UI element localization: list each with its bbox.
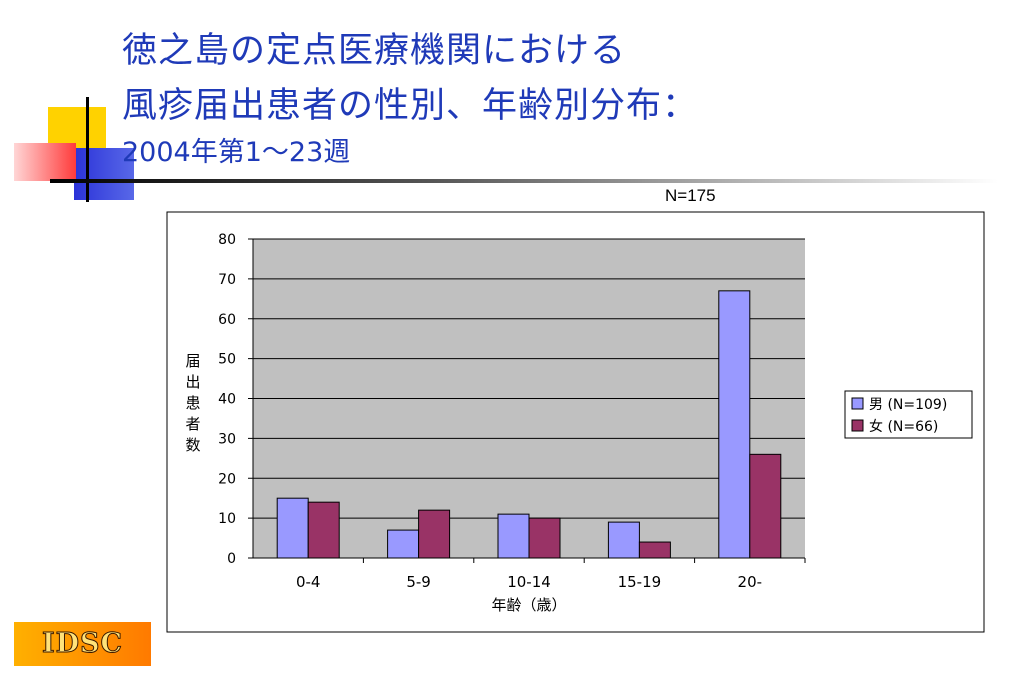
y-axis-label-char: 者: [185, 415, 200, 433]
y-axis-label-char: 出: [185, 373, 200, 391]
legend-swatch-female: [851, 419, 864, 432]
idsc-logo-text: IDSC: [41, 628, 124, 660]
slide-subtitle-period: 2004年第1～23週: [122, 137, 351, 168]
bar-female: [638, 541, 671, 559]
x-tick-label: 10-14: [507, 573, 551, 591]
y-tick-label: 60: [218, 312, 236, 328]
y-tick-label: 40: [218, 392, 236, 408]
y-axis-label-char: 届: [185, 352, 200, 370]
x-axis-label: 年齢（歳）: [491, 596, 566, 614]
x-tick-label: 20-: [738, 573, 763, 591]
deco-red-square: [14, 143, 76, 181]
bar-male: [718, 290, 751, 559]
legend: 男 (N=109) 女 (N=66): [844, 390, 973, 439]
y-axis-label-char: 数: [185, 436, 200, 454]
deco-blue-square: [74, 148, 134, 200]
y-tick-label: 80: [218, 232, 236, 248]
bar-male: [276, 497, 309, 559]
deco-horizontal-line: [50, 179, 998, 183]
legend-frame: [844, 390, 973, 439]
idsc-logo: IDSC: [14, 622, 151, 666]
legend-label-male: 男 (N=109): [869, 397, 947, 413]
y-tick-label: 20: [218, 471, 236, 487]
x-tick-label: 15-19: [618, 573, 662, 591]
bar-male: [607, 521, 640, 559]
bar-male: [387, 529, 420, 559]
x-tick-label: 0-4: [296, 573, 321, 591]
legend-label-female: 女 (N=66): [869, 418, 938, 435]
y-tick-label: 70: [218, 272, 236, 288]
y-tick-label: 50: [218, 352, 236, 368]
legend-swatch-male: [851, 397, 864, 410]
bar-female: [418, 509, 451, 559]
total-n-label: N=175: [665, 186, 716, 205]
deco-vertical-line: [86, 97, 89, 202]
slide-title-line2: 風疹届出患者の性別、年齢別分布：: [122, 86, 699, 126]
bar-female: [749, 453, 782, 559]
bar-female: [307, 501, 340, 559]
bar-female: [528, 517, 561, 559]
slide-title-line1: 徳之島の定点医療機関における: [122, 31, 627, 71]
bar-male: [497, 513, 530, 559]
y-tick-label: 0: [227, 551, 236, 567]
x-tick-label: 5-9: [406, 573, 431, 591]
y-tick-label: 10: [218, 511, 236, 527]
y-tick-label: 30: [218, 431, 236, 447]
y-axis-label-char: 患: [185, 394, 200, 412]
